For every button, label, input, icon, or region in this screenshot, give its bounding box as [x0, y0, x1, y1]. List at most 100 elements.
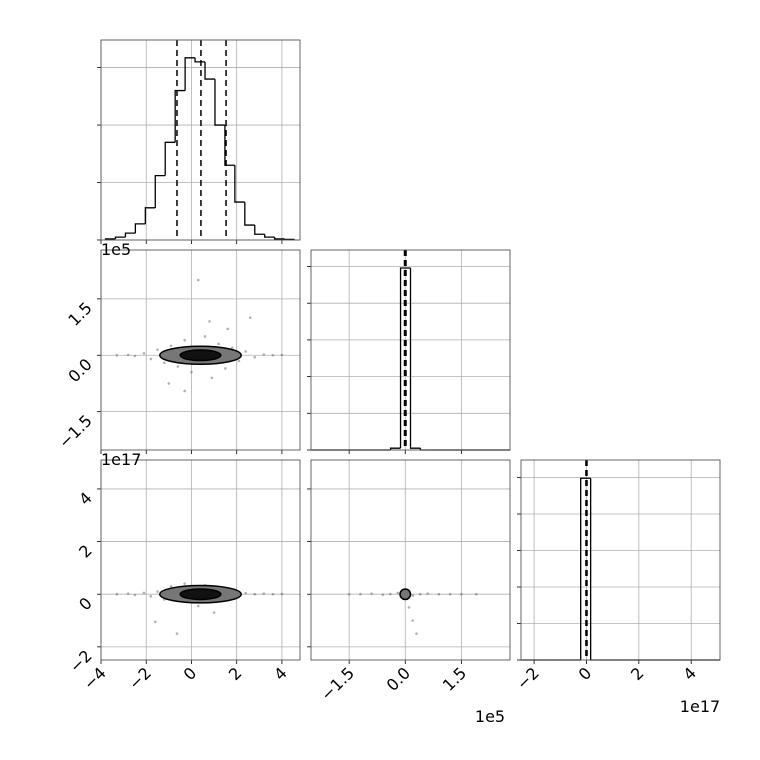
- sample-point: [415, 632, 418, 635]
- histogram-step: [124, 232, 136, 238]
- sample-point: [389, 592, 392, 596]
- x-tick-label: 4: [679, 663, 700, 684]
- sample-point: [280, 592, 284, 596]
- sample-point: [271, 353, 275, 357]
- histogram-step: [214, 79, 225, 126]
- sample-point: [196, 604, 200, 608]
- scatter-layer: [115, 582, 284, 635]
- x-offset-label: 1e17: [680, 697, 720, 716]
- y-tick-label: 2: [75, 541, 96, 562]
- sample-point: [115, 592, 119, 596]
- x-tick-label: 0.0: [383, 663, 414, 694]
- histogram-step: [144, 207, 156, 224]
- sample-point: [426, 592, 430, 595]
- sample-point: [196, 278, 200, 282]
- histogram-step: [234, 165, 245, 203]
- y-tick-label: 0.0: [64, 355, 95, 386]
- histogram-step: [580, 477, 591, 660]
- sample-point: [149, 595, 153, 598]
- density-contour: [399, 588, 412, 601]
- sample-point: [262, 353, 266, 356]
- sample-point: [381, 593, 385, 597]
- panel-frame: [310, 249, 511, 451]
- histogram-step: [194, 57, 206, 63]
- sample-point: [437, 592, 441, 596]
- sample-point: [203, 335, 207, 338]
- panel-frame: [520, 459, 721, 661]
- sample-point: [175, 632, 179, 635]
- scatter-layer: [115, 278, 284, 393]
- sample-point: [142, 591, 146, 595]
- sample-point: [248, 316, 252, 319]
- histogram-step: [224, 125, 235, 166]
- histogram-step: [204, 61, 215, 80]
- sample-point: [126, 592, 130, 595]
- histogram-step: [254, 225, 265, 235]
- sample-point: [217, 342, 220, 346]
- sample-point: [475, 592, 478, 596]
- sample-point: [153, 620, 157, 624]
- sample-point: [370, 592, 373, 595]
- sample-point: [169, 344, 173, 348]
- sample-point: [163, 361, 166, 365]
- sample-point: [359, 592, 362, 596]
- x-tick-label: 2: [627, 663, 648, 684]
- panel-frame: [310, 459, 511, 661]
- sample-point: [156, 348, 159, 351]
- sample-point: [176, 365, 180, 368]
- histogram-step: [399, 267, 411, 449]
- sample-point: [115, 353, 119, 357]
- histogram-step: [174, 89, 186, 143]
- y-tick-label: −1.5: [55, 411, 96, 452]
- x-tick-label: −1.5: [317, 663, 358, 704]
- y-offset-label: 1e5: [101, 240, 131, 259]
- sample-point: [230, 346, 234, 350]
- sample-point: [142, 352, 146, 355]
- scatter-layer: [347, 588, 478, 635]
- sample-point: [280, 353, 284, 357]
- sample-point: [183, 338, 186, 342]
- sample-point: [133, 354, 137, 358]
- sample-point: [411, 594, 415, 597]
- panel-frame: [100, 459, 301, 661]
- sample-point: [167, 382, 171, 385]
- sample-point: [244, 591, 248, 595]
- panel-frame: [100, 39, 301, 241]
- sample-point: [237, 359, 241, 363]
- sample-point: [226, 327, 229, 331]
- histogram-step: [164, 141, 176, 176]
- sample-point: [224, 367, 227, 370]
- sample-point: [253, 592, 257, 596]
- sample-point: [460, 592, 463, 596]
- y-tick-label: 1.5: [64, 298, 95, 329]
- sample-point: [183, 389, 186, 393]
- sample-point: [169, 585, 173, 588]
- histogram-step: [154, 174, 166, 208]
- sample-point: [448, 592, 452, 596]
- density-contour: [179, 349, 222, 362]
- sample-point: [133, 593, 137, 597]
- histogram-step: [134, 223, 146, 234]
- sample-point: [262, 592, 266, 595]
- y-offset-label: 1e17: [101, 450, 141, 469]
- sample-point: [418, 592, 422, 596]
- sample-point: [271, 592, 275, 596]
- x-offset-label: 1e5: [475, 707, 505, 726]
- sample-point: [156, 590, 159, 593]
- x-tick-label: 0: [575, 663, 596, 684]
- sample-point: [212, 611, 216, 614]
- histogram-step: [409, 267, 421, 449]
- sample-point: [411, 619, 415, 622]
- y-tick-label: 0: [75, 594, 96, 615]
- x-tick-label: −2: [125, 663, 155, 693]
- sample-point: [126, 353, 130, 357]
- histogram-step: [274, 237, 285, 240]
- histogram-step: [114, 236, 126, 239]
- sample-point: [190, 370, 193, 374]
- panel-frame: [100, 249, 301, 451]
- x-tick-label: −2: [513, 663, 543, 693]
- x-tick-label: 0: [180, 663, 201, 684]
- histogram-step: [244, 202, 255, 226]
- sample-point: [347, 592, 351, 596]
